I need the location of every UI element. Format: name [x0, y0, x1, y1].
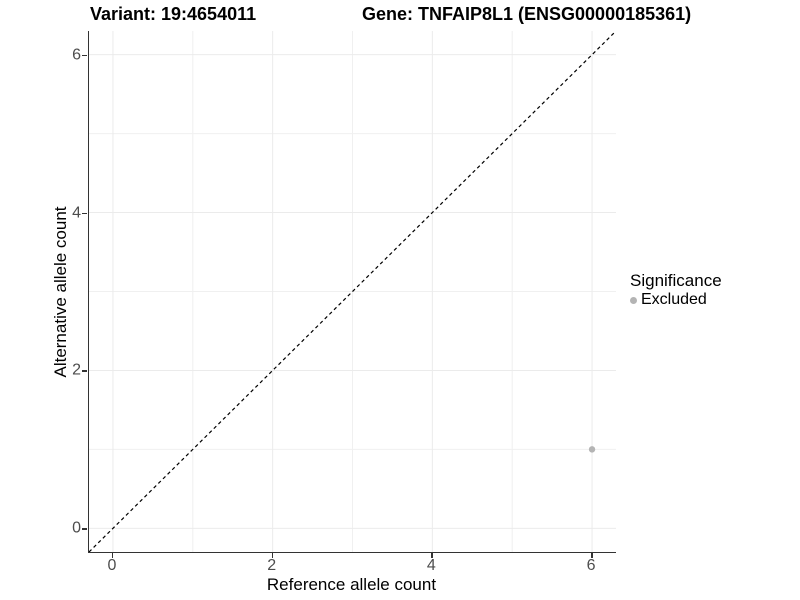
plot-title-gene: Gene: TNFAIP8L1 (ENSG00000185361) [362, 4, 692, 24]
x-axis-tick [111, 553, 114, 558]
y-axis-tick-label: 2 [72, 361, 81, 379]
plot-title-variant: Variant: 19:4654011 [90, 4, 257, 24]
identity-reference-line [89, 31, 616, 552]
y-axis-tick-label: 6 [72, 46, 81, 64]
legend-item-excluded: Excluded [630, 291, 722, 309]
x-axis-tick-label: 6 [586, 557, 596, 574]
y-axis-tick [82, 54, 87, 57]
legend: Significance Excluded [630, 271, 722, 309]
y-axis-title: Alternative allele count [51, 206, 70, 378]
legend-item-label: Excluded [641, 291, 707, 308]
x-axis-tick [591, 553, 593, 558]
x-axis-tick [271, 553, 274, 558]
y-axis-tick-label: 4 [72, 204, 81, 222]
x-axis-tick-label: 4 [426, 557, 436, 574]
plot-panel [88, 31, 616, 553]
x-axis-tick-label: 0 [107, 557, 117, 574]
data-point-excluded [588, 446, 596, 453]
y-axis-tick-label: 0 [72, 519, 81, 537]
x-axis-tick-label: 2 [267, 557, 277, 574]
x-axis-tick [431, 553, 433, 558]
plot-canvas [89, 31, 616, 552]
legend-title: Significance [630, 271, 722, 290]
x-axis-title: Reference allele count [266, 575, 437, 594]
y-axis-tick [82, 212, 87, 215]
legend-key-dot-icon [630, 296, 637, 304]
y-axis-tick [82, 370, 87, 372]
y-axis-tick [82, 528, 87, 530]
